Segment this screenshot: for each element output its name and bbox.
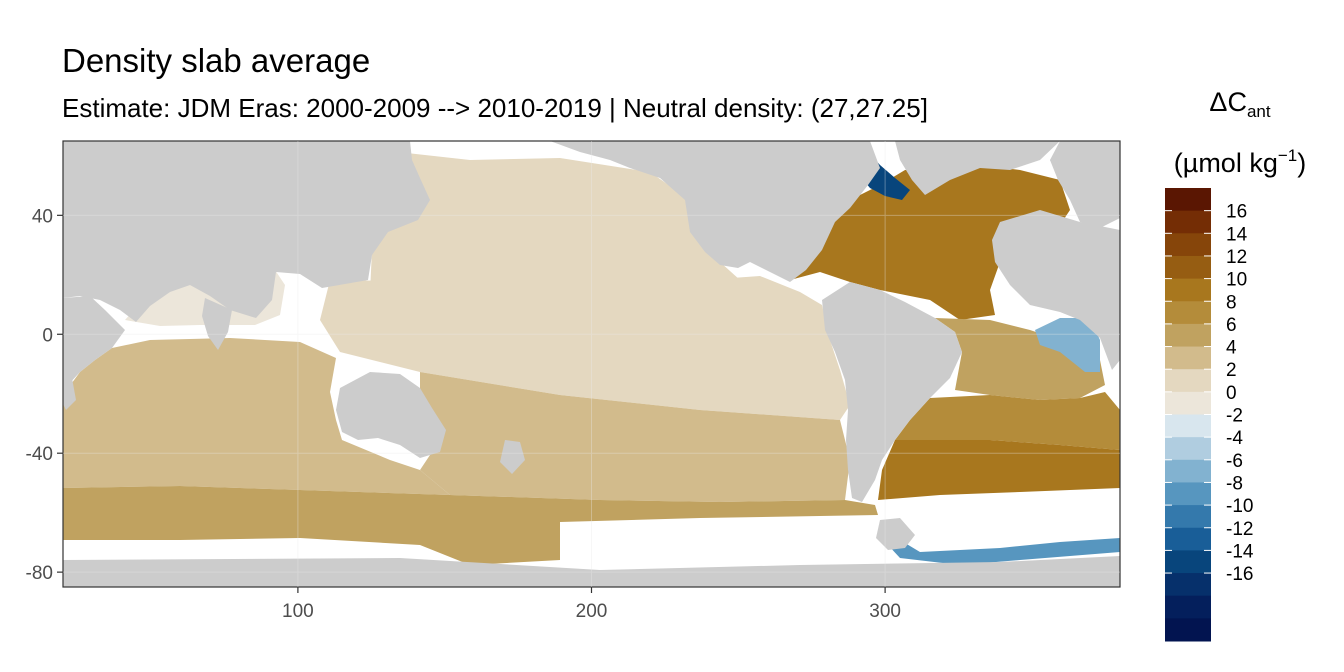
- land-antarctic-peninsula: [876, 518, 915, 550]
- legend-swatch: [1165, 346, 1211, 370]
- region-southern-indian-ocean: [63, 338, 450, 495]
- x-tick-label-300: 300: [869, 601, 901, 622]
- legend-swatch: [1165, 595, 1211, 619]
- gridlines: [63, 141, 1120, 587]
- region-equatorial-pacific: [320, 276, 850, 420]
- legend-swatch: [1165, 188, 1211, 212]
- legend-swatch: [1165, 255, 1211, 280]
- legend-swatch: [1165, 550, 1211, 574]
- legend-swatch: [1165, 414, 1211, 438]
- land-europe: [1050, 141, 1120, 228]
- region-north-pacific: [370, 150, 740, 300]
- legend-label--10: -10: [1226, 496, 1253, 517]
- legend-swatch: [1165, 618, 1211, 642]
- y-tick-label--80: -80: [26, 563, 53, 584]
- legend-swatch: [1165, 323, 1211, 348]
- region-gulf-of-guinea: [1035, 318, 1100, 372]
- legend-swatch: [1165, 482, 1211, 506]
- legend-swatch: [1165, 391, 1211, 415]
- y-tick-label--40: -40: [26, 444, 53, 465]
- legend-label-12: 12: [1226, 247, 1247, 268]
- legend-label-2: 2: [1226, 360, 1237, 381]
- legend-unit-sup: −1: [1277, 146, 1298, 165]
- chart-subtitle: Estimate: JDM Eras: 2000-2009 --> 2010-2…: [62, 93, 928, 123]
- land-arabia-india: [63, 296, 125, 395]
- legend-label--4: -4: [1226, 428, 1243, 449]
- legend-swatch: [1165, 210, 1211, 234]
- legend-label-8: 8: [1226, 292, 1237, 313]
- legend-label-10: 10: [1226, 270, 1247, 291]
- y-tick-label-0: 0: [42, 325, 53, 346]
- legend-swatch: [1165, 527, 1211, 551]
- land-south-america: [822, 282, 962, 502]
- land-indian-peninsula: [202, 298, 232, 350]
- region-weddell-sea: [885, 522, 1120, 565]
- legend-label--16: -16: [1226, 564, 1253, 585]
- legend-swatch: [1165, 278, 1211, 302]
- land-antarctica: [63, 556, 1120, 587]
- legend-label-16: 16: [1226, 202, 1247, 223]
- legend-title: ΔCant (µmol kg−1): [1160, 84, 1320, 181]
- region-tropical-atlantic: [935, 318, 1105, 400]
- legend-label--6: -6: [1226, 451, 1243, 472]
- y-tick-label-40: 40: [32, 206, 53, 227]
- legend-unit-prefix: (µmol kg: [1173, 148, 1278, 178]
- chart-title: Density slab average: [62, 42, 371, 79]
- legend-swatch: [1165, 573, 1211, 597]
- region-southern-ocean-band: [63, 486, 878, 565]
- legend-label--8: -8: [1226, 473, 1243, 494]
- region-south-atlantic: [895, 392, 1120, 450]
- legend-swatch: [1165, 505, 1211, 529]
- legend-unit-suffix: ): [1297, 148, 1307, 178]
- legend-label--14: -14: [1226, 541, 1254, 562]
- legend-swatch: [1165, 369, 1211, 393]
- land-new-zealand: [500, 440, 525, 474]
- legend-label-0: 0: [1226, 383, 1237, 404]
- legend-label-6: 6: [1226, 315, 1237, 336]
- legend-title-subscript: ant: [1246, 102, 1271, 121]
- legend-label--2: -2: [1226, 406, 1243, 427]
- land-north-america: [550, 141, 880, 282]
- legend-label-4: 4: [1226, 338, 1237, 359]
- region-south-atlantic-45-55s: [878, 440, 1120, 500]
- legend-swatch: [1165, 459, 1211, 483]
- x-tick-label-100: 100: [282, 601, 314, 622]
- legend-title-symbol: ΔC: [1209, 87, 1247, 117]
- land-madagascar: [63, 378, 76, 410]
- x-tick-label-200: 200: [576, 601, 608, 622]
- region-south-pacific: [420, 372, 850, 502]
- legend-swatch: [1165, 301, 1211, 325]
- legend-label-14: 14: [1226, 224, 1248, 245]
- land-australia: [336, 372, 446, 458]
- legend-unit: (µmol kg−1): [1160, 138, 1320, 181]
- legend-swatch: [1165, 437, 1211, 461]
- land-masses: [63, 141, 1120, 587]
- land-asia: [63, 141, 430, 322]
- land-greenland: [895, 141, 1060, 195]
- land-africa: [992, 210, 1120, 370]
- legend-swatch: [1165, 233, 1211, 257]
- legend-label--12: -12: [1226, 519, 1253, 540]
